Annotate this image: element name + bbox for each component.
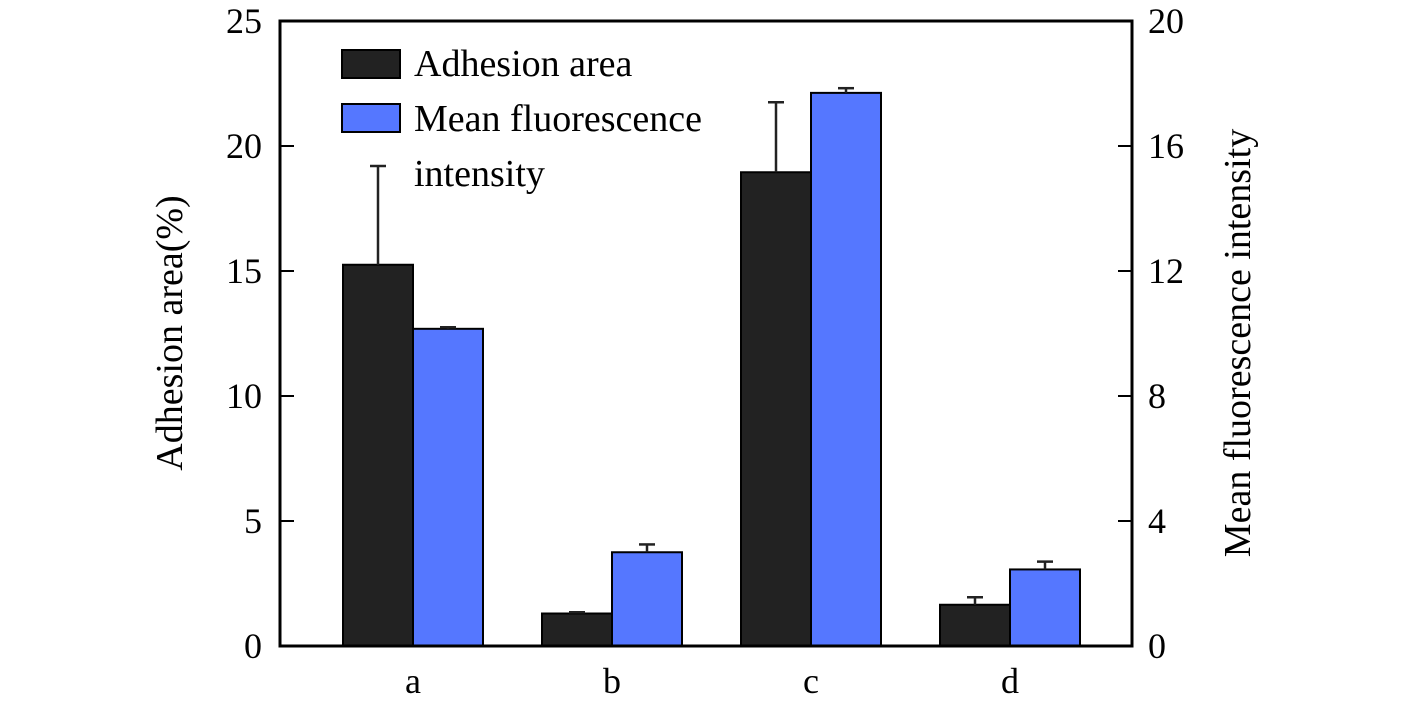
x-tick-label-d: d — [1001, 661, 1019, 701]
y-tick-label: 25 — [226, 1, 262, 41]
legend-swatch-adhesion-area — [341, 49, 401, 79]
legend-label-adhesion-area: Adhesion area — [414, 43, 633, 85]
y2-axis-title: Mean fluorescence intensity — [1217, 129, 1259, 557]
y2-tick-label: 20 — [1148, 1, 1184, 41]
bar-adhesion-area-b — [541, 612, 613, 647]
y-tick-label: 5 — [244, 501, 262, 541]
y-tick-label: 10 — [226, 376, 262, 416]
bar-mean-fluorescence-d — [1009, 568, 1081, 647]
bar-mean-fluorescence-b — [611, 551, 683, 647]
y-tick-label: 20 — [226, 126, 262, 166]
bar-adhesion-area-a — [342, 263, 414, 647]
y2-tick-label: 8 — [1148, 376, 1166, 416]
bar-mean-fluorescence-c — [810, 91, 882, 647]
bar-adhesion-area-d — [939, 603, 1011, 647]
x-tick-label-b: b — [603, 661, 621, 701]
legend-label-mean-fluorescence-line1: Mean fluorescence — [414, 98, 702, 140]
y2-tick-label: 16 — [1148, 126, 1184, 166]
x-tick-label-a: a — [405, 661, 421, 701]
y2-tick-label: 12 — [1148, 251, 1184, 291]
axes-layer: a b c d 0 5 10 15 20 25 0 4 8 12 16 20 — [226, 1, 1184, 701]
x-tick-label-c: c — [803, 661, 819, 701]
y2-tick-label: 4 — [1148, 501, 1166, 541]
legend: Adhesion area Mean fluorescence intensit… — [341, 43, 702, 195]
plot-frame — [278, 19, 1134, 648]
y-tick-label: 15 — [226, 251, 262, 291]
bar-mean-fluorescence-a — [412, 327, 484, 647]
legend-swatch-mean-fluorescence — [341, 103, 401, 133]
bar-adhesion-area-c — [740, 171, 812, 647]
y-tick-label: 0 — [244, 626, 262, 666]
y-axis-title: Adhesion area(%) — [149, 195, 191, 470]
legend-label-mean-fluorescence-line2: intensity — [414, 153, 545, 195]
y2-tick-label: 0 — [1148, 626, 1166, 666]
bars-layer — [342, 86, 1081, 647]
